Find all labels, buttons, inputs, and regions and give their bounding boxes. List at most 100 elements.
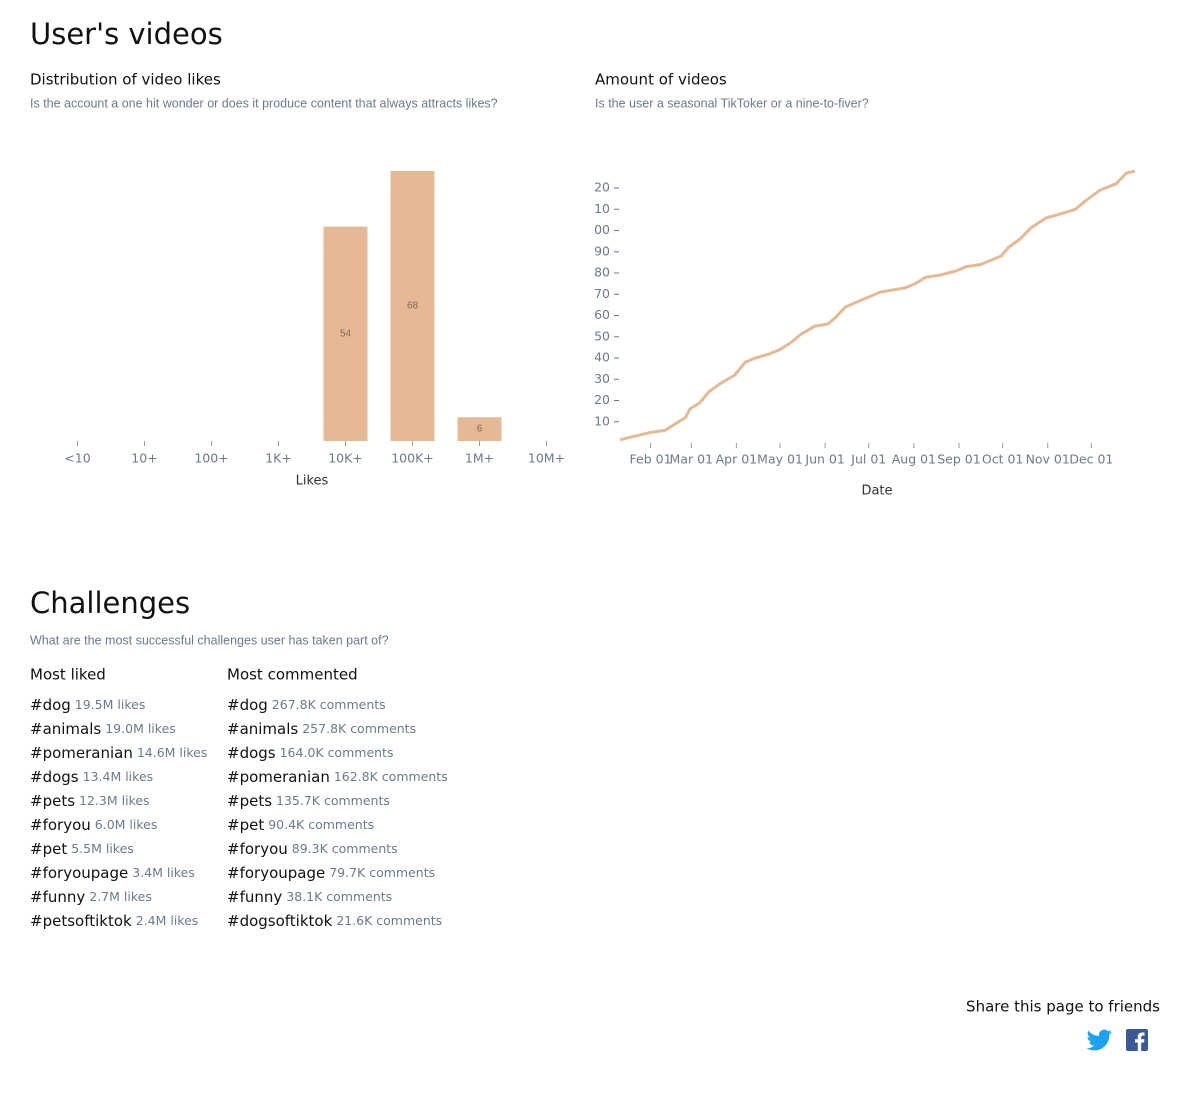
y-tick-label: 120 [586,180,610,195]
challenge-tag: #dogs [30,768,79,786]
challenge-count: 14.6M likes [137,745,208,760]
y-tick-label: 60 [594,307,610,322]
challenge-tag: #pets [227,792,272,810]
x-tick-label: 1K+ [265,451,292,466]
challenge-count: 5.5M likes [71,841,134,856]
challenge-count: 164.0K comments [280,745,394,760]
challenge-tag: #pomeranian [30,744,133,762]
challenge-item: #petsoftiktok 2.4M likes [30,912,198,930]
challenge-count: 2.7M likes [89,889,152,904]
x-tick-label: Dec 01 [1069,452,1113,467]
challenge-item: #animals 19.0M likes [30,720,176,738]
challenge-count: 19.0M likes [105,721,176,736]
challenge-item: #pets 12.3M likes [30,792,150,810]
challenge-count: 90.4K comments [268,817,374,832]
y-tick-label: 70 [594,286,610,301]
x-tick-label: 1M+ [465,451,494,466]
section-subtitle: What are the most successful challenges … [30,633,389,647]
value-label: 68 [407,301,419,312]
chart-title: Distribution of video likes [30,71,221,89]
challenge-item: #dogs 13.4M likes [30,768,153,786]
y-tick-label: 50 [594,328,610,343]
challenge-item: #foryoupage 79.7K comments [227,864,435,882]
challenge-item: #foryou 89.3K comments [227,840,398,858]
challenge-count: 162.8K comments [334,769,448,784]
y-tick-label: 10 [594,413,610,428]
x-tick-label: <10 [64,451,90,466]
bar [457,417,502,441]
challenge-item: #dog 267.8K comments [227,696,386,714]
challenge-item: #funny 2.7M likes [30,888,152,906]
challenge-tag: #pomeranian [227,768,330,786]
challenge-tag: #funny [227,888,282,906]
challenge-count: 135.7K comments [276,793,390,808]
x-tick-label: 10+ [131,451,157,466]
challenge-tag: #dogsoftiktok [227,912,333,930]
list-title: Most commented [227,666,358,684]
challenge-tag: #foryoupage [30,864,128,882]
x-axis-label: Likes [296,474,329,489]
bar [323,226,368,441]
x-tick-label: Aug 01 [892,452,936,467]
challenge-count: 257.8K comments [302,721,416,736]
y-tick-label: 40 [594,350,610,365]
challenge-tag: #dogs [227,744,276,762]
section-title: Challenges [30,586,190,620]
y-tick-label: 30 [594,371,610,386]
challenge-count: 12.3M likes [79,793,150,808]
challenge-tag: #animals [227,720,298,738]
challenge-count: 21.6K comments [336,913,442,928]
chart-subtitle: Is the user a seasonal TikToker or a nin… [595,96,869,110]
challenge-tag: #petsoftiktok [30,912,132,930]
facebook-button[interactable] [1126,1029,1148,1051]
challenge-item: #dog 19.5M likes [30,696,145,714]
x-tick-label: Mar 01 [670,452,713,467]
challenge-item: #animals 257.8K comments [227,720,416,738]
y-tick-label: 90 [594,243,610,258]
challenge-tag: #dog [30,696,71,714]
list-title: Most liked [30,666,106,684]
chart-title: Amount of videos [595,71,727,89]
challenge-tag: #pet [227,816,264,834]
challenge-item: #dogsoftiktok 21.6K comments [227,912,442,930]
challenge-tag: #foryou [227,840,288,858]
x-tick-label: Sep 01 [937,452,980,467]
challenge-item: #funny 38.1K comments [227,888,392,906]
challenge-item: #pomeranian 162.8K comments [227,768,448,786]
page-title: User's videos [30,17,223,51]
challenge-tag: #animals [30,720,101,738]
x-tick-label: 100+ [194,451,228,466]
twitter-button[interactable] [1086,1029,1113,1051]
challenge-count: 6.0M likes [95,817,158,832]
line [619,169,1136,442]
share-label: Share this page to friends [966,998,1160,1016]
x-tick-label: Jun 01 [804,452,844,467]
challenge-count: 38.1K comments [286,889,392,904]
y-tick-label: 110 [586,201,610,216]
challenge-count: 2.4M likes [136,913,199,928]
challenge-count: 19.5M likes [75,697,146,712]
challenge-tag: #pets [30,792,75,810]
challenge-count: 89.3K comments [292,841,398,856]
challenge-item: #pomeranian 14.6M likes [30,744,207,762]
challenge-item: #pets 135.7K comments [227,792,390,810]
x-tick-label: Feb 01 [630,452,672,467]
challenge-tag: #pet [30,840,67,858]
challenge-count: 267.8K comments [272,697,386,712]
bar [390,171,435,441]
value-label: 54 [340,328,352,339]
x-tick-label: May 01 [757,452,803,467]
x-axis-label: Date [861,484,892,499]
x-tick-label: 10K+ [328,451,363,466]
y-tick-label: 20 [594,392,610,407]
value-label: 6 [477,424,483,435]
challenge-count: 13.4M likes [83,769,154,784]
y-tick-label: 100 [586,222,610,237]
challenge-item: #foryoupage 3.4M likes [30,864,195,882]
challenge-item: #pet 5.5M likes [30,840,134,858]
chart-subtitle: Is the account a one hit wonder or does … [30,96,498,110]
challenge-item: #foryou 6.0M likes [30,816,157,834]
x-tick-label: Oct 01 [982,452,1024,467]
